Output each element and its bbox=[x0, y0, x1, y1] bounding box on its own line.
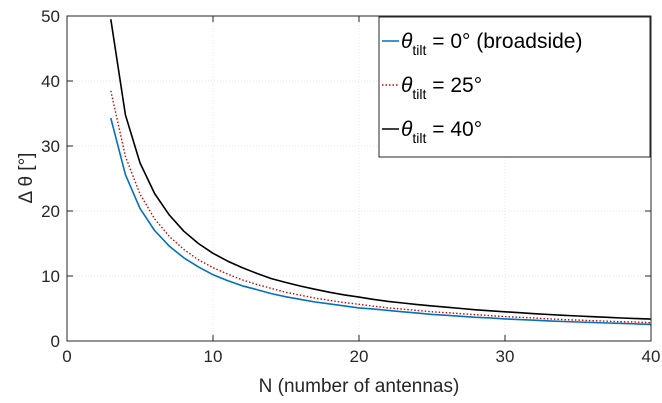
series-line-2 bbox=[110, 90, 652, 324]
y-axis-ticks: 0 10 20 30 40 50 bbox=[41, 7, 651, 351]
x-tick-label: 0 bbox=[62, 347, 71, 366]
x-axis-label: N (number of antennas) bbox=[259, 376, 460, 397]
legend-box bbox=[378, 16, 651, 158]
legend-entry-3: θtilt = 40° bbox=[401, 118, 482, 146]
series-layer bbox=[110, 19, 652, 326]
x-tick-label: 30 bbox=[496, 347, 515, 366]
y-tick-label: 50 bbox=[41, 7, 60, 26]
y-axis-label: Δ θ [°] bbox=[16, 153, 37, 204]
series-line-1 bbox=[110, 117, 652, 326]
y-tick-label: 30 bbox=[41, 137, 60, 156]
x-tick-label: 40 bbox=[642, 347, 661, 366]
y-tick-label: 0 bbox=[51, 332, 60, 351]
legend: θtilt = 0° (broadside) θtilt = 25° θtilt =… bbox=[378, 16, 651, 158]
legend-entry-1: θtilt = 0° (broadside) bbox=[401, 30, 582, 58]
y-tick-label: 40 bbox=[41, 72, 60, 91]
series-line-3 bbox=[110, 19, 652, 320]
legend-entry-2: θtilt = 25° bbox=[401, 74, 482, 102]
y-tick-label: 10 bbox=[41, 267, 60, 286]
x-tick-label: 10 bbox=[204, 347, 223, 366]
x-tick-label: 20 bbox=[350, 347, 369, 366]
y-tick-label: 20 bbox=[41, 202, 60, 221]
x-axis-ticks: 0 10 20 30 40 bbox=[62, 16, 660, 366]
